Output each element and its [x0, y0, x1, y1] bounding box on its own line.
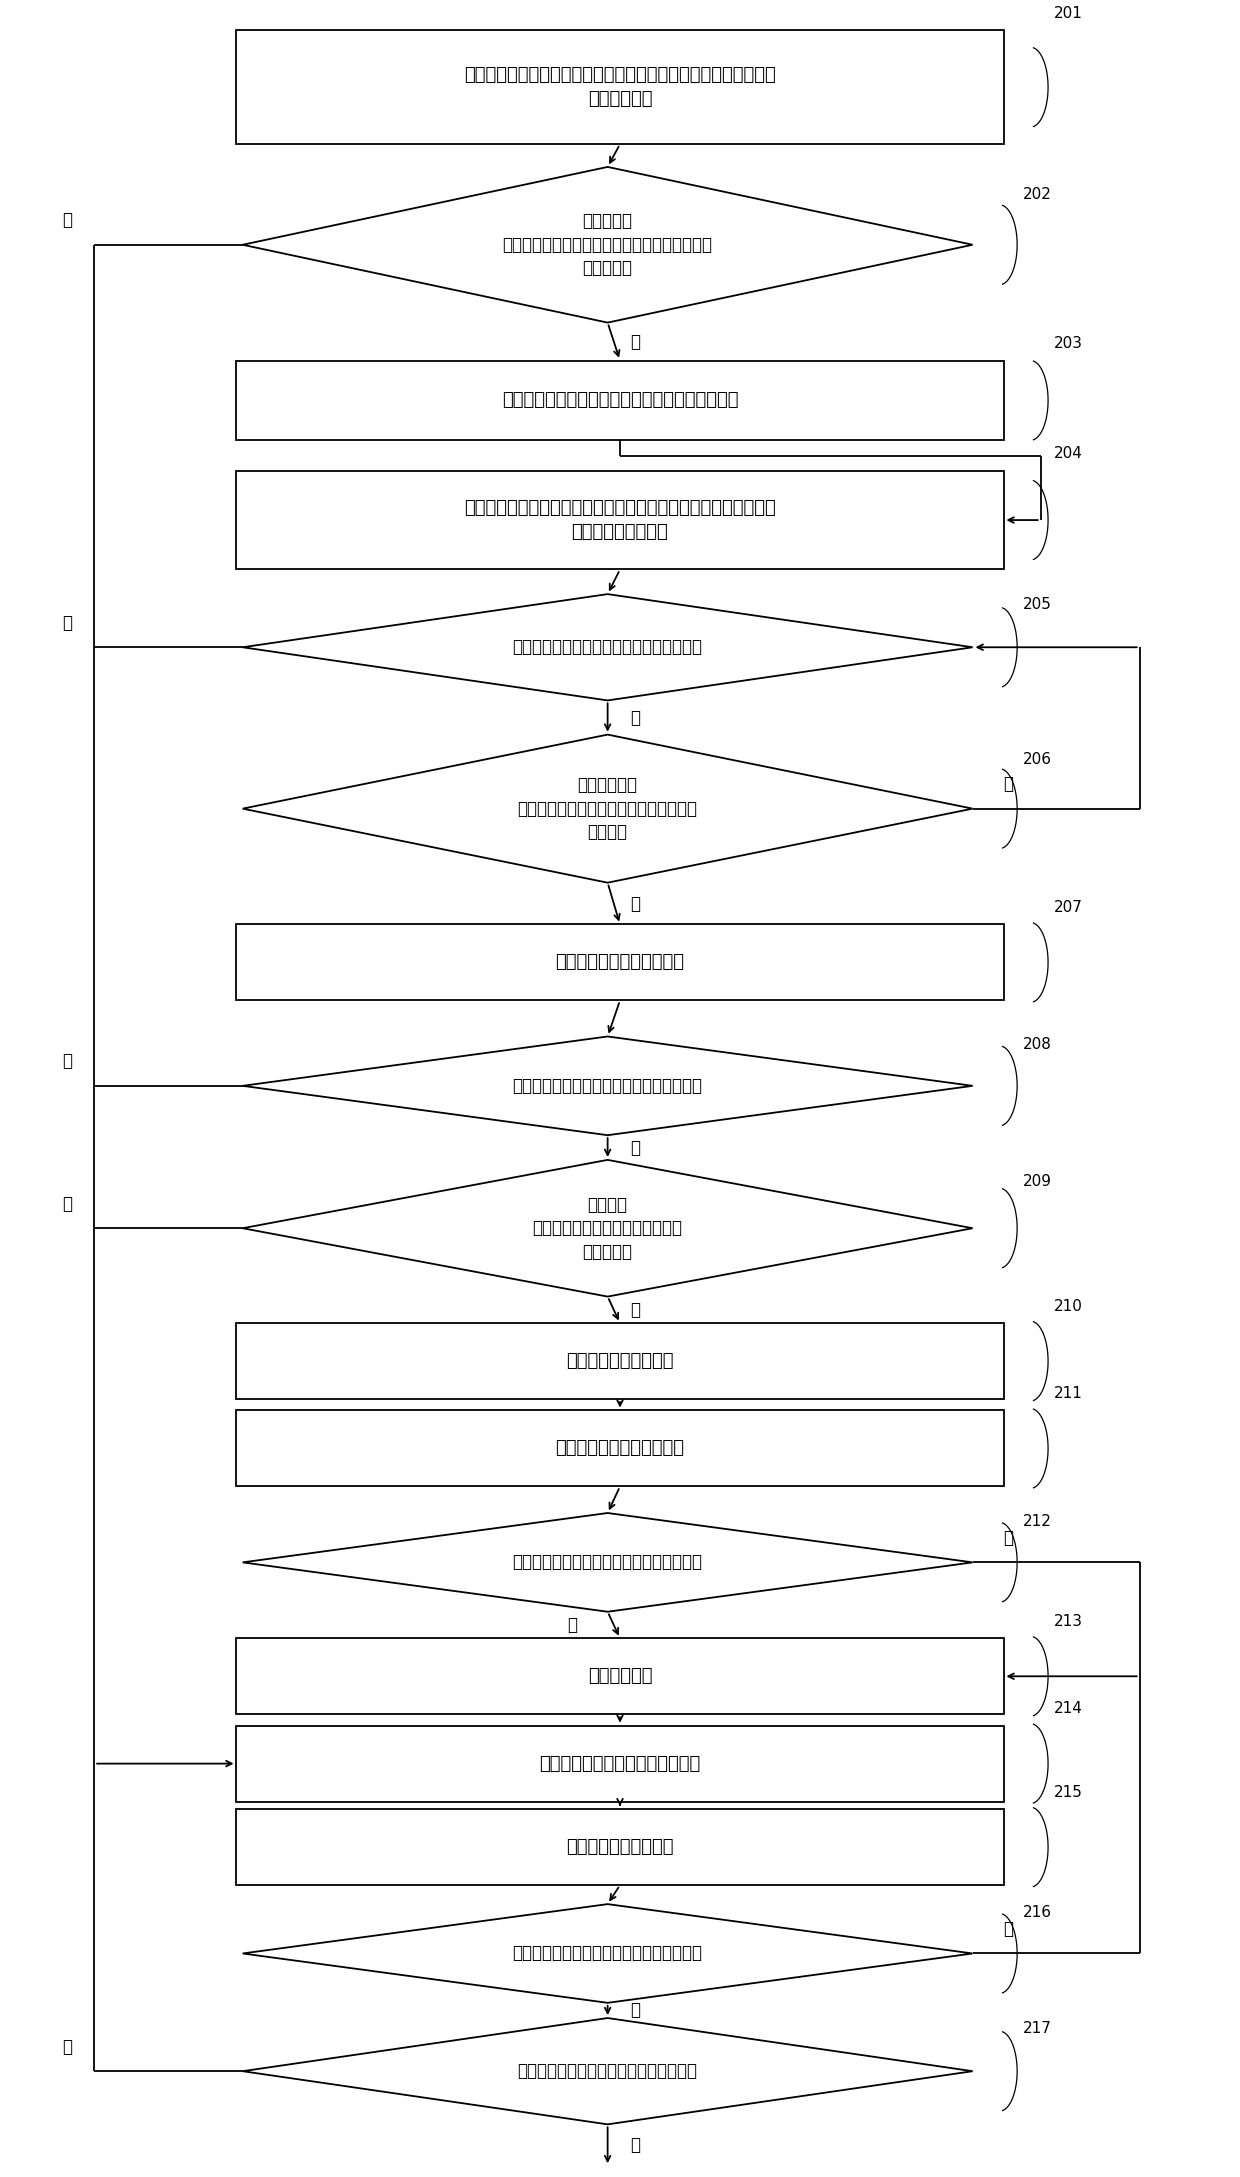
Text: 204: 204 [1054, 446, 1084, 462]
FancyBboxPatch shape [237, 361, 1003, 440]
Text: 217: 217 [1023, 2020, 1053, 2035]
Text: 确定变频压缩机的输入电流的波形是否稳定: 确定变频压缩机的输入电流的波形是否稳定 [512, 1944, 703, 1961]
Text: 增大变频压缩机减速的速率: 增大变频压缩机减速的速率 [556, 1439, 684, 1456]
Text: 211: 211 [1054, 1387, 1084, 1402]
Text: 202: 202 [1023, 187, 1053, 202]
Text: 否: 否 [630, 1139, 640, 1156]
Polygon shape [243, 2018, 972, 2125]
Polygon shape [243, 594, 972, 701]
Text: 201: 201 [1054, 7, 1084, 22]
Text: 208: 208 [1023, 1036, 1053, 1051]
Text: 当直流母线的电压值大于预设的欠压保护值时，降低变频压缩机的
弱磁控制启动变调率: 当直流母线的电压值大于预设的欠压保护值时，降低变频压缩机的 弱磁控制启动变调率 [464, 499, 776, 540]
Text: 是: 是 [1003, 775, 1013, 792]
FancyBboxPatch shape [237, 1809, 1003, 1885]
Polygon shape [243, 168, 972, 322]
FancyBboxPatch shape [237, 30, 1003, 144]
Text: 确定变频压缩机的输入电流的波形是否稳定: 确定变频压缩机的输入电流的波形是否稳定 [512, 638, 703, 655]
Text: 205: 205 [1023, 596, 1053, 612]
Text: 否: 否 [1003, 1528, 1013, 1546]
Text: 否: 否 [630, 895, 640, 912]
Polygon shape [243, 1513, 972, 1611]
Polygon shape [243, 1160, 972, 1297]
Text: 当确定出现
震荡波形时，确定直流母线的电压值是否大于预
设的调节值: 当确定出现 震荡波形时，确定直流母线的电压值是否大于预 设的调节值 [502, 211, 713, 276]
Text: 确定变频压缩机的输入电流的波形是否稳定: 确定变频压缩机的输入电流的波形是否稳定 [512, 1554, 703, 1572]
Text: 213: 213 [1054, 1613, 1084, 1628]
Text: 否: 否 [630, 1302, 640, 1319]
Text: 增大取值范围的上限值: 增大取值范围的上限值 [567, 1837, 673, 1857]
Text: 210: 210 [1054, 1300, 1084, 1313]
Text: 是: 是 [62, 1195, 72, 1213]
Polygon shape [243, 1905, 972, 2003]
Text: 是: 是 [62, 614, 72, 631]
FancyBboxPatch shape [237, 1639, 1003, 1713]
Text: 否: 否 [630, 708, 640, 727]
Text: 确定直流母线的电压值是否大于预设的欠压保护值: 确定直流母线的电压值是否大于预设的欠压保护值 [502, 392, 738, 409]
Text: 确定变频压缩机的输入电流的波形是否稳定: 确定变频压缩机的输入电流的波形是否稳定 [512, 1078, 703, 1095]
Text: 216: 216 [1023, 1905, 1053, 1920]
Text: 确定上限值是否小于预设的过调制限制值: 确定上限值是否小于预设的过调制限制值 [517, 2062, 698, 2081]
Text: 是: 是 [62, 1051, 72, 1071]
Text: 确定弱磁控制
启动变调率的当前值是否小于预设的变调
率设定值: 确定弱磁控制 启动变调率的当前值是否小于预设的变调 率设定值 [517, 775, 698, 840]
Text: 否: 否 [630, 2136, 640, 2155]
Text: 215: 215 [1054, 1785, 1084, 1800]
Text: 是: 是 [62, 2038, 72, 2055]
Text: 确定弱磁
电流的当前值是否小于预设的弱磁
电流预设值: 确定弱磁 电流的当前值是否小于预设的弱磁 电流预设值 [533, 1195, 683, 1260]
FancyBboxPatch shape [237, 1726, 1003, 1803]
Text: 降低调制系数的取值范围的下限值: 降低调制系数的取值范围的下限值 [539, 1755, 701, 1772]
Text: 是: 是 [62, 211, 72, 229]
Text: 在市电停止输入电压时，确定变频压缩机的输入电流的波形中是否
出现震荡波形: 在市电停止输入电压时，确定变频压缩机的输入电流的波形中是否 出现震荡波形 [464, 65, 776, 109]
Text: 降低变频压缩机的转速: 降低变频压缩机的转速 [567, 1352, 673, 1369]
Text: 209: 209 [1023, 1173, 1053, 1189]
Text: 是: 是 [567, 1615, 577, 1635]
Text: 206: 206 [1023, 753, 1053, 768]
FancyBboxPatch shape [237, 1411, 1003, 1487]
Text: 增大变频压缩机的弱磁电流: 增大变频压缩机的弱磁电流 [556, 954, 684, 971]
Text: 结束当前流程: 结束当前流程 [588, 1668, 652, 1685]
Polygon shape [243, 1036, 972, 1134]
Text: 214: 214 [1054, 1700, 1084, 1715]
Text: 否: 否 [630, 2001, 640, 2020]
FancyBboxPatch shape [237, 470, 1003, 570]
Text: 203: 203 [1054, 335, 1084, 350]
FancyBboxPatch shape [237, 925, 1003, 1001]
Text: 否: 否 [630, 333, 640, 350]
Text: 是: 是 [1003, 1920, 1013, 1938]
FancyBboxPatch shape [237, 1324, 1003, 1400]
Text: 207: 207 [1054, 899, 1084, 914]
Polygon shape [243, 734, 972, 882]
Text: 212: 212 [1023, 1513, 1053, 1528]
